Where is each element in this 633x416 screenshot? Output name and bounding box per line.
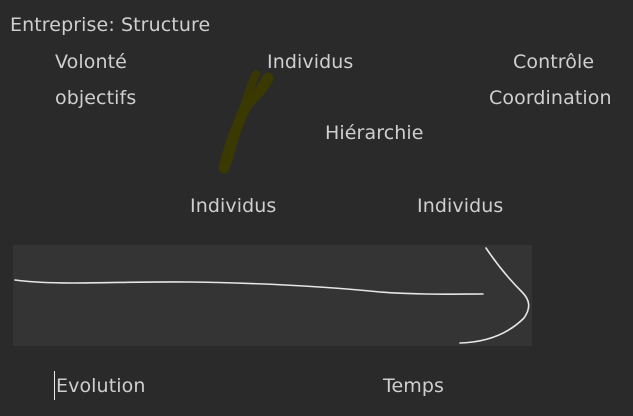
label-hierarchie: Hiérarchie: [325, 122, 424, 144]
label-objectifs: objectifs: [55, 87, 137, 109]
arrow-band: [13, 245, 532, 346]
label-evolution: Evolution: [56, 375, 146, 397]
label-coordination: Coordination: [489, 87, 612, 109]
label-temps: Temps: [383, 375, 445, 397]
label-individus-top: Individus: [267, 51, 354, 73]
label-individus-left: Individus: [190, 195, 277, 217]
highlighter-stroke: [218, 72, 274, 174]
page-title: Entreprise: Structure: [10, 14, 211, 36]
label-individus-right: Individus: [417, 195, 504, 217]
label-volonte: Volonté: [55, 51, 127, 73]
highlighter-stroke-overlap: [224, 70, 260, 166]
label-controle: Contrôle: [513, 51, 595, 73]
text-caret: [54, 371, 55, 400]
